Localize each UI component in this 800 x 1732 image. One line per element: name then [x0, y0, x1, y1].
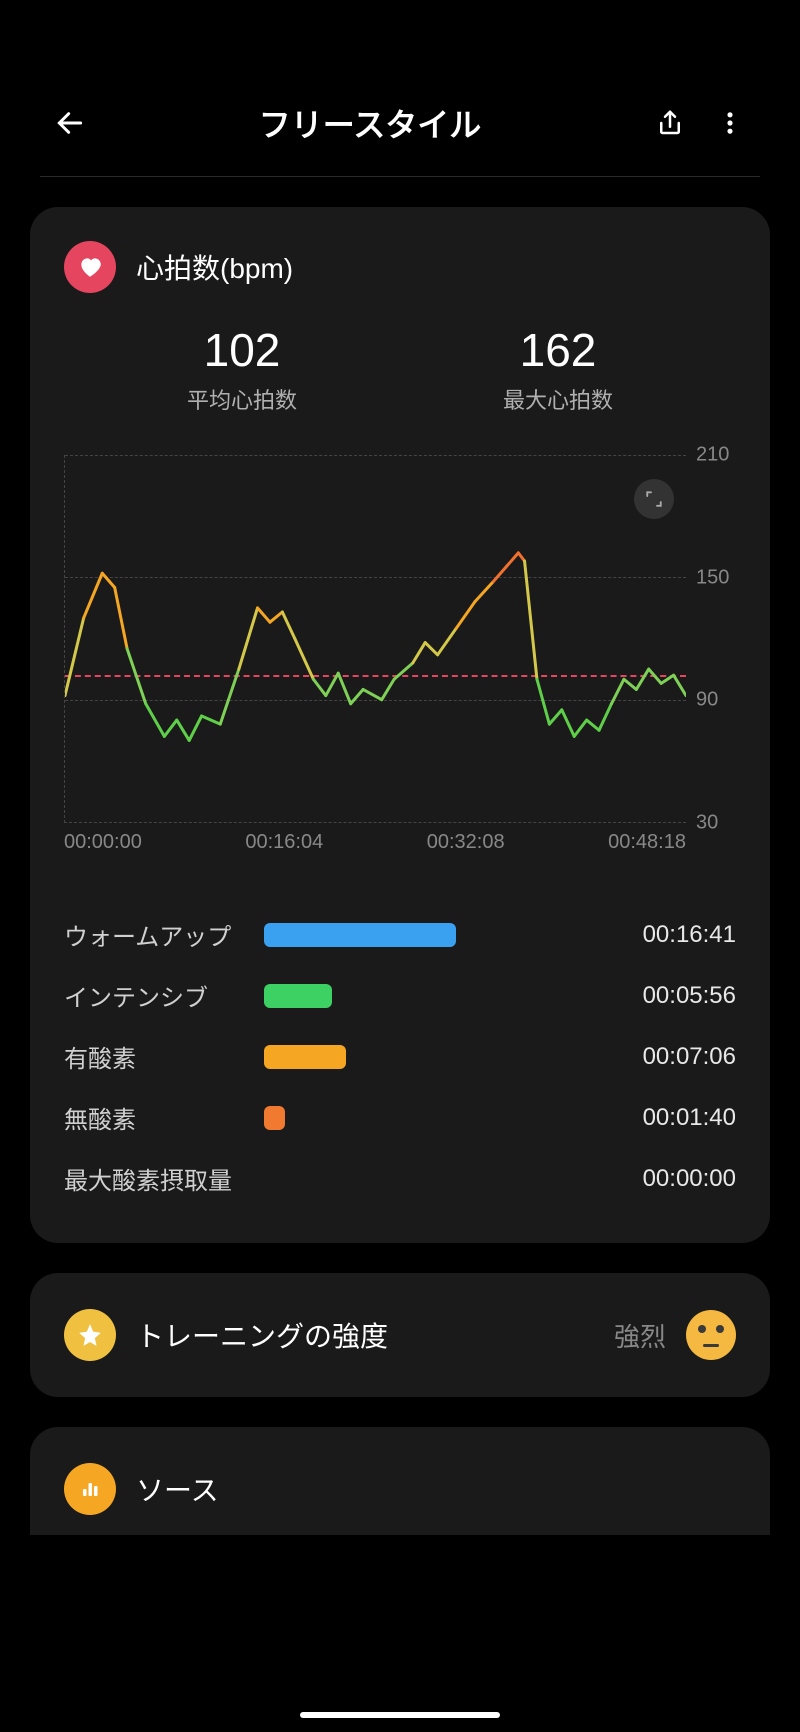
max-hr-label: 最大心拍数	[503, 383, 613, 415]
intensity-title: トレーニングの強度	[136, 1315, 594, 1355]
zone-bar-container	[264, 1167, 606, 1191]
hr-stats: 102 平均心拍数 162 最大心拍数	[64, 323, 736, 415]
intensity-card[interactable]: トレーニングの強度 強烈	[30, 1273, 770, 1397]
y-tick-label: 90	[696, 689, 718, 712]
avg-hr-value: 102	[187, 323, 297, 377]
zone-bar	[264, 1045, 346, 1069]
zone-time: 00:07:06	[606, 1043, 736, 1071]
hr-y-axis: 3090150210	[686, 455, 736, 823]
zone-bar	[264, 984, 332, 1008]
hr-zones: ウォームアップ 00:16:41 インテンシブ 00:05:56 有酸素 00:07:06…	[64, 904, 736, 1209]
star-icon	[64, 1309, 116, 1361]
heart-rate-title: 心拍数(bpm)	[136, 247, 293, 287]
more-button[interactable]	[710, 103, 750, 143]
header-divider	[40, 176, 760, 177]
zone-bar-container	[264, 1045, 606, 1069]
max-hr-stat: 162 最大心拍数	[503, 323, 613, 415]
avg-hr-label: 平均心拍数	[187, 383, 297, 415]
intensity-value: 強烈	[614, 1317, 666, 1354]
source-card[interactable]: ソース	[30, 1427, 770, 1535]
zone-bar-container	[264, 923, 606, 947]
zone-bar-container	[264, 984, 606, 1008]
y-tick-label: 30	[696, 812, 718, 835]
zone-time: 00:16:41	[606, 921, 736, 949]
zone-row: インテンシブ 00:05:56	[64, 965, 736, 1026]
zone-time: 00:01:40	[606, 1104, 736, 1132]
max-hr-value: 162	[503, 323, 613, 377]
source-title: ソース	[136, 1469, 736, 1509]
bar-chart-icon	[64, 1463, 116, 1515]
x-tick-label: 00:32:08	[427, 831, 505, 854]
x-tick-label: 00:00:00	[64, 831, 142, 854]
zone-bar	[264, 923, 456, 947]
zone-name: 無酸素	[64, 1100, 264, 1135]
heart-icon	[64, 241, 116, 293]
zone-name: ウォームアップ	[64, 917, 264, 952]
x-tick-label: 00:48:18	[608, 831, 686, 854]
y-tick-label: 150	[696, 566, 729, 589]
hr-x-axis: 00:00:00 00:16:04 00:32:08 00:48:18	[64, 831, 736, 854]
share-button[interactable]	[650, 103, 690, 143]
zone-bar-container	[264, 1106, 606, 1130]
zone-time: 00:00:00	[606, 1165, 736, 1193]
app-header: フリースタイル	[0, 0, 800, 176]
zone-row: 無酸素 00:01:40	[64, 1087, 736, 1148]
zone-name: インテンシブ	[64, 978, 264, 1013]
zone-row: ウォームアップ 00:16:41	[64, 904, 736, 965]
zone-time: 00:05:56	[606, 982, 736, 1010]
hr-chart-plot	[64, 455, 686, 823]
zone-name: 有酸素	[64, 1039, 264, 1074]
hr-chart: 3090150210 00:00:0000:16:0400:32:0800:48…	[64, 455, 736, 854]
y-tick-label: 210	[696, 444, 729, 467]
page-title: フリースタイル	[90, 100, 650, 146]
zone-row: 最大酸素摂取量 00:00:00	[64, 1148, 736, 1209]
avg-hr-stat: 102 平均心拍数	[187, 323, 297, 415]
expand-chart-button[interactable]	[634, 479, 674, 519]
intensity-emoji-icon	[686, 1310, 736, 1360]
home-indicator[interactable]	[300, 1712, 500, 1718]
x-tick-label: 00:16:04	[245, 831, 323, 854]
zone-row: 有酸素 00:07:06	[64, 1026, 736, 1087]
zone-name: 最大酸素摂取量	[64, 1161, 264, 1196]
back-button[interactable]	[50, 103, 90, 143]
heart-rate-card: 心拍数(bpm) 102 平均心拍数 162 最大心拍数 3090150210 …	[30, 207, 770, 1243]
zone-bar	[264, 1106, 285, 1130]
